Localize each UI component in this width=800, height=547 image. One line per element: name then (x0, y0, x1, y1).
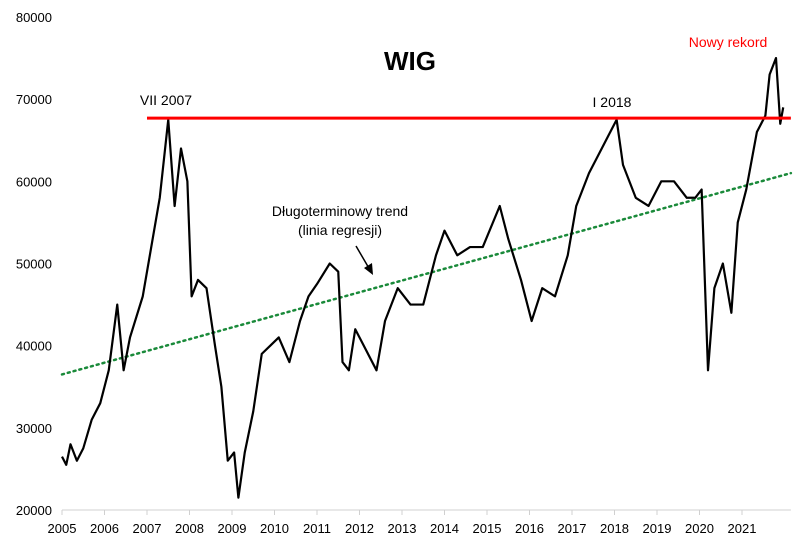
x-tick-label: 2016 (515, 521, 544, 536)
y-tick-label: 30000 (16, 421, 52, 436)
y-tick-label: 60000 (16, 174, 52, 189)
x-tick-label: 2007 (133, 521, 162, 536)
y-tick-label: 40000 (16, 339, 52, 354)
y-tick-label: 20000 (16, 503, 52, 518)
x-tick-label: 2009 (218, 521, 247, 536)
x-tick-label: 2014 (430, 521, 459, 536)
x-tick-label: 2019 (643, 521, 672, 536)
x-tick-label: 2018 (600, 521, 629, 536)
annotation-trend: Długoterminowy trend (272, 203, 408, 219)
x-tick-label: 2021 (728, 521, 757, 536)
trend-line (60, 171, 793, 376)
x-tick-label: 2012 (345, 521, 374, 536)
x-tick-label: 2005 (48, 521, 77, 536)
annotation-trend-sub: (linia regresji) (298, 222, 382, 238)
x-tick-label: 2013 (388, 521, 417, 536)
y-tick-label: 70000 (16, 92, 52, 107)
annotation-vii-2007: VII 2007 (140, 92, 192, 108)
chart-title: WIG (384, 46, 436, 76)
x-tick-label: 2010 (260, 521, 289, 536)
x-tick-label: 2011 (303, 521, 331, 536)
x-tick-label: 2020 (685, 521, 714, 536)
y-tick-label: 50000 (16, 257, 52, 272)
x-tick-label: 2015 (473, 521, 502, 536)
x-tick-label: 2008 (175, 521, 204, 536)
annotation-arrowhead (364, 263, 373, 275)
x-tick-label: 2017 (558, 521, 587, 536)
wig-series-line (61, 56, 785, 499)
x-tick-label: 2006 (90, 521, 119, 536)
y-tick-label: 80000 (16, 10, 52, 25)
annotation-new-record: Nowy rekord (689, 34, 768, 50)
annotation-i-2018: I 2018 (593, 94, 632, 110)
